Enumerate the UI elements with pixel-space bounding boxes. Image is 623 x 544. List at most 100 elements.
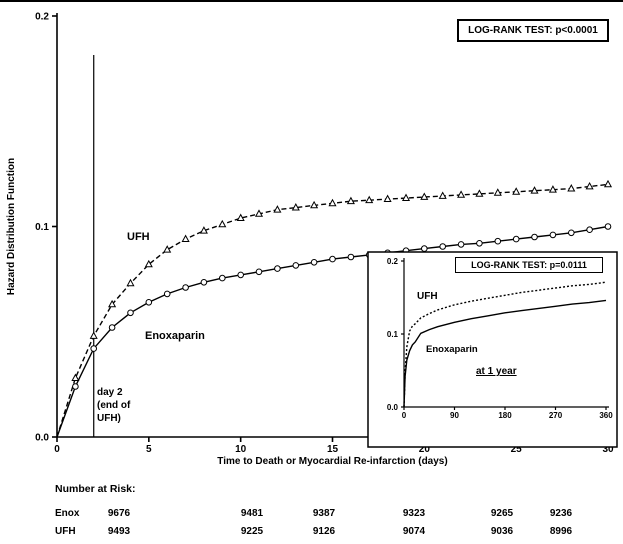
risk-value-ufh: 9074 bbox=[402, 526, 426, 537]
risk-value-enox: 9236 bbox=[549, 508, 573, 519]
inset-logrank-annotation-box: LOG-RANK TEST: p=0.0111 bbox=[455, 257, 603, 273]
risk-value-ufh: 9036 bbox=[490, 526, 514, 537]
risk-value-enox: 9481 bbox=[240, 508, 264, 519]
ufh-marker-triangle bbox=[291, 203, 300, 211]
enoxaparin-marker-circle bbox=[145, 299, 153, 306]
y-tick-label: 0.2 bbox=[35, 12, 49, 23]
x-tick-label: 10 bbox=[235, 444, 247, 455]
main-plot: 0 5 10 15 20 25 30 0.0 0.1 0.2 Time to Death or My… bbox=[6, 12, 614, 467]
series-ufh-line bbox=[403, 281, 607, 408]
ufh-marker-triangle bbox=[512, 187, 521, 195]
series-enoxaparin-line bbox=[403, 299, 607, 408]
enoxaparin-marker-circle bbox=[439, 243, 447, 250]
x-tick-label: 15 bbox=[327, 444, 339, 455]
enoxaparin-marker-circle bbox=[457, 241, 465, 248]
ufh-marker-triangle bbox=[346, 196, 355, 205]
enoxaparin-marker-circle bbox=[604, 223, 612, 230]
risk-value-enox: 9387 bbox=[312, 508, 336, 519]
y-tick-label: 0.1 bbox=[35, 222, 49, 233]
enoxaparin-marker-circle bbox=[549, 231, 557, 239]
day2-end-of-ufh-annotation: day 2 (end of UFH) bbox=[97, 387, 131, 424]
x-tick-label: 0 bbox=[54, 444, 60, 455]
ufh-marker-triangle bbox=[310, 200, 319, 209]
x-tick-label: 5 bbox=[146, 444, 152, 455]
ufh-series-label: UFH bbox=[127, 231, 150, 243]
y-tick-label: 0.1 bbox=[387, 330, 399, 339]
risk-value-enox: 9265 bbox=[490, 508, 514, 519]
enoxaparin-marker-circle bbox=[90, 345, 97, 352]
enoxaparin-marker-circle bbox=[108, 324, 116, 331]
ufh-marker-triangle bbox=[144, 259, 153, 268]
risk-row-enox-label: Enox bbox=[55, 508, 80, 519]
ufh-marker-triangle bbox=[457, 190, 466, 198]
enoxaparin-series-label: Enoxaparin bbox=[145, 330, 205, 342]
risk-value-ufh: 9493 bbox=[107, 526, 131, 537]
y-axis-title: Hazard Distribution Function bbox=[6, 158, 17, 295]
ufh-marker-triangle bbox=[365, 195, 374, 204]
enoxaparin-marker-circle bbox=[237, 271, 244, 279]
x-axis-title: Time to Death or Myocardial Re-infarctio… bbox=[217, 456, 447, 467]
number-at-risk-title: Number at Risk: bbox=[55, 483, 136, 495]
enoxaparin-marker-circle bbox=[531, 233, 538, 241]
inset-plot: 0 90 180 270 360 0.0 0.1 0.2 bbox=[387, 257, 613, 420]
x-tick-label: 360 bbox=[599, 411, 613, 420]
ufh-marker-triangle bbox=[71, 373, 80, 381]
ufh-marker-triangle bbox=[530, 186, 539, 194]
inset-enoxaparin-series-label: Enoxaparin bbox=[426, 344, 478, 355]
ufh-marker-triangle bbox=[603, 179, 613, 188]
ufh-marker-triangle bbox=[567, 184, 576, 192]
ufh-marker-triangle bbox=[108, 299, 117, 308]
ufh-marker-triangle bbox=[328, 198, 337, 207]
x-tick-label: 180 bbox=[498, 411, 512, 420]
inset-ufh-series-label: UFH bbox=[417, 291, 438, 302]
x-tick-label: 25 bbox=[511, 444, 523, 455]
enoxaparin-marker-circle bbox=[127, 309, 134, 317]
enoxaparin-marker-circle bbox=[421, 245, 428, 252]
ufh-marker-triangle bbox=[236, 213, 245, 221]
ufh-marker-triangle bbox=[163, 245, 172, 253]
ufh-marker-triangle bbox=[438, 191, 447, 199]
at-1-year-label: at 1 year bbox=[476, 366, 517, 377]
enoxaparin-marker-circle bbox=[200, 279, 208, 286]
ufh-marker-triangle bbox=[383, 194, 392, 202]
enoxaparin-marker-circle bbox=[329, 255, 336, 263]
ufh-marker-triangle bbox=[548, 185, 557, 193]
x-tick-label: 90 bbox=[450, 411, 459, 420]
enoxaparin-marker-circle bbox=[163, 290, 171, 298]
logrank-annotation-box: LOG-RANK TEST: p<0.0001 bbox=[457, 19, 609, 42]
ufh-marker-triangle bbox=[475, 189, 484, 197]
risk-value-ufh: 9126 bbox=[312, 526, 336, 537]
x-tick-label: 20 bbox=[419, 444, 431, 455]
ufh-marker-triangle bbox=[181, 234, 190, 242]
enoxaparin-marker-circle bbox=[494, 237, 502, 245]
enoxaparin-marker-circle bbox=[476, 240, 483, 247]
x-tick-label: 0 bbox=[402, 411, 407, 420]
enoxaparin-marker-circle bbox=[255, 268, 263, 276]
enoxaparin-marker-circle bbox=[568, 229, 575, 237]
ufh-marker-triangle bbox=[585, 181, 594, 190]
ufh-marker-triangle bbox=[199, 226, 208, 234]
enoxaparin-marker-circle bbox=[219, 274, 226, 282]
enoxaparin-marker-circle bbox=[274, 265, 281, 272]
ufh-marker-triangle bbox=[493, 188, 502, 196]
ufh-marker-triangle bbox=[420, 192, 429, 200]
risk-value-enox: 9323 bbox=[402, 508, 426, 519]
risk-value-ufh: 9225 bbox=[240, 526, 264, 537]
y-tick-label: 0.0 bbox=[387, 403, 399, 412]
ufh-marker-triangle bbox=[218, 219, 227, 228]
ufh-marker-triangle bbox=[89, 331, 98, 339]
y-tick-label: 0.0 bbox=[35, 433, 49, 444]
enoxaparin-marker-circle bbox=[512, 235, 520, 243]
risk-value-enox: 9676 bbox=[107, 508, 131, 519]
risk-value-ufh: 8996 bbox=[549, 526, 573, 537]
ufh-marker-triangle bbox=[401, 193, 411, 201]
ufh-marker-triangle bbox=[254, 209, 264, 217]
enoxaparin-marker-circle bbox=[310, 259, 318, 266]
ufh-marker-triangle bbox=[273, 205, 282, 213]
enoxaparin-marker-circle bbox=[72, 383, 79, 390]
risk-row-ufh-label: UFH bbox=[55, 526, 76, 537]
ufh-marker-triangle bbox=[126, 278, 135, 287]
x-tick-label: 270 bbox=[549, 411, 563, 420]
